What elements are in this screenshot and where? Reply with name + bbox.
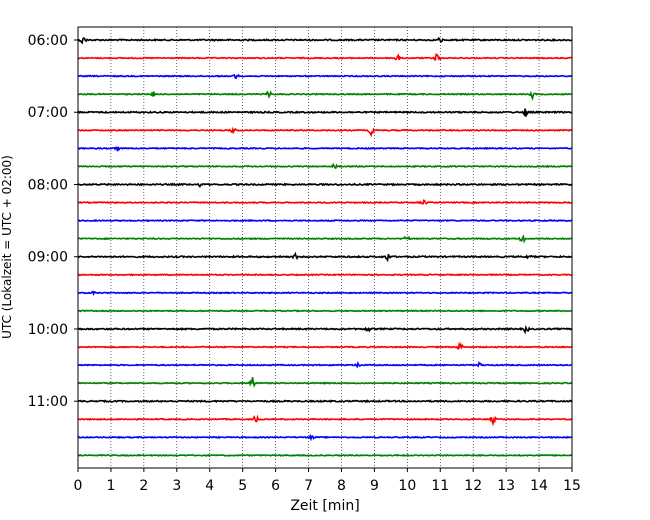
seismic-trace: [77, 290, 573, 297]
x-axis-label: Zeit [min]: [290, 498, 359, 514]
seismic-trace: [77, 126, 573, 138]
seismic-trace: [77, 360, 573, 369]
x-tick-label: 12: [464, 478, 482, 494]
seismic-trace: [77, 73, 573, 80]
y-tick-label: 07:00: [28, 105, 68, 121]
y-tick-label: 11:00: [28, 394, 68, 410]
x-tick-label: 5: [238, 478, 247, 494]
seismic-trace: [77, 309, 572, 313]
x-tick-label: 4: [205, 478, 214, 494]
seismic-trace: [77, 341, 573, 350]
seismic-trace: [77, 162, 573, 170]
seismic-trace: [77, 251, 573, 263]
y-tick-label: 10:00: [28, 322, 68, 338]
x-tick-label: 15: [563, 478, 581, 494]
x-tick-label: 11: [431, 478, 449, 494]
seismic-trace: [77, 273, 573, 277]
trace-group: [77, 36, 573, 458]
x-tick-label: 6: [271, 478, 280, 494]
seismic-trace: [77, 108, 573, 117]
x-tick-label: 13: [497, 478, 515, 494]
plot-area: [78, 27, 572, 468]
x-tick-label: 14: [530, 478, 548, 494]
y-axis-label: UTC (Lokalzeit = UTC + 02:00): [0, 155, 14, 339]
x-tick-label: 7: [304, 478, 313, 494]
seismic-trace: [77, 36, 573, 45]
y-axis: 06:00 07:00 08:00 09:00 10:00 11:00: [28, 33, 78, 410]
seismic-trace: [77, 90, 573, 102]
seismic-trace: [77, 218, 573, 223]
seismic-trace: [77, 453, 573, 458]
plot-frame: [77, 26, 573, 469]
x-tick-label: 2: [139, 478, 148, 494]
x-tick-label: 0: [74, 478, 83, 494]
seismic-trace: [77, 433, 573, 442]
x-tick-label: 10: [398, 478, 416, 494]
seismic-trace: [77, 199, 573, 205]
seismic-trace: [77, 377, 573, 388]
seismic-trace: [77, 324, 573, 335]
seismic-trace: [77, 414, 573, 427]
y-tick-label: 08:00: [28, 177, 68, 193]
seismic-trace: [77, 182, 573, 188]
seismic-trace: [77, 399, 573, 404]
x-tick-label: 8: [337, 478, 346, 494]
seismic-trace: [77, 234, 573, 244]
seismic-trace: [77, 53, 573, 61]
x-tick-label: 1: [106, 478, 115, 494]
x-axis: 0 1 2 3 4 5 6 7 8 9 10 11 12 13 14 15: [74, 468, 581, 494]
y-tick-label: 09:00: [28, 250, 68, 266]
y-tick-label: 06:00: [28, 33, 68, 49]
seismic-trace: [77, 145, 573, 152]
x-tick-label: 9: [370, 478, 379, 494]
x-tick-label: 3: [172, 478, 181, 494]
